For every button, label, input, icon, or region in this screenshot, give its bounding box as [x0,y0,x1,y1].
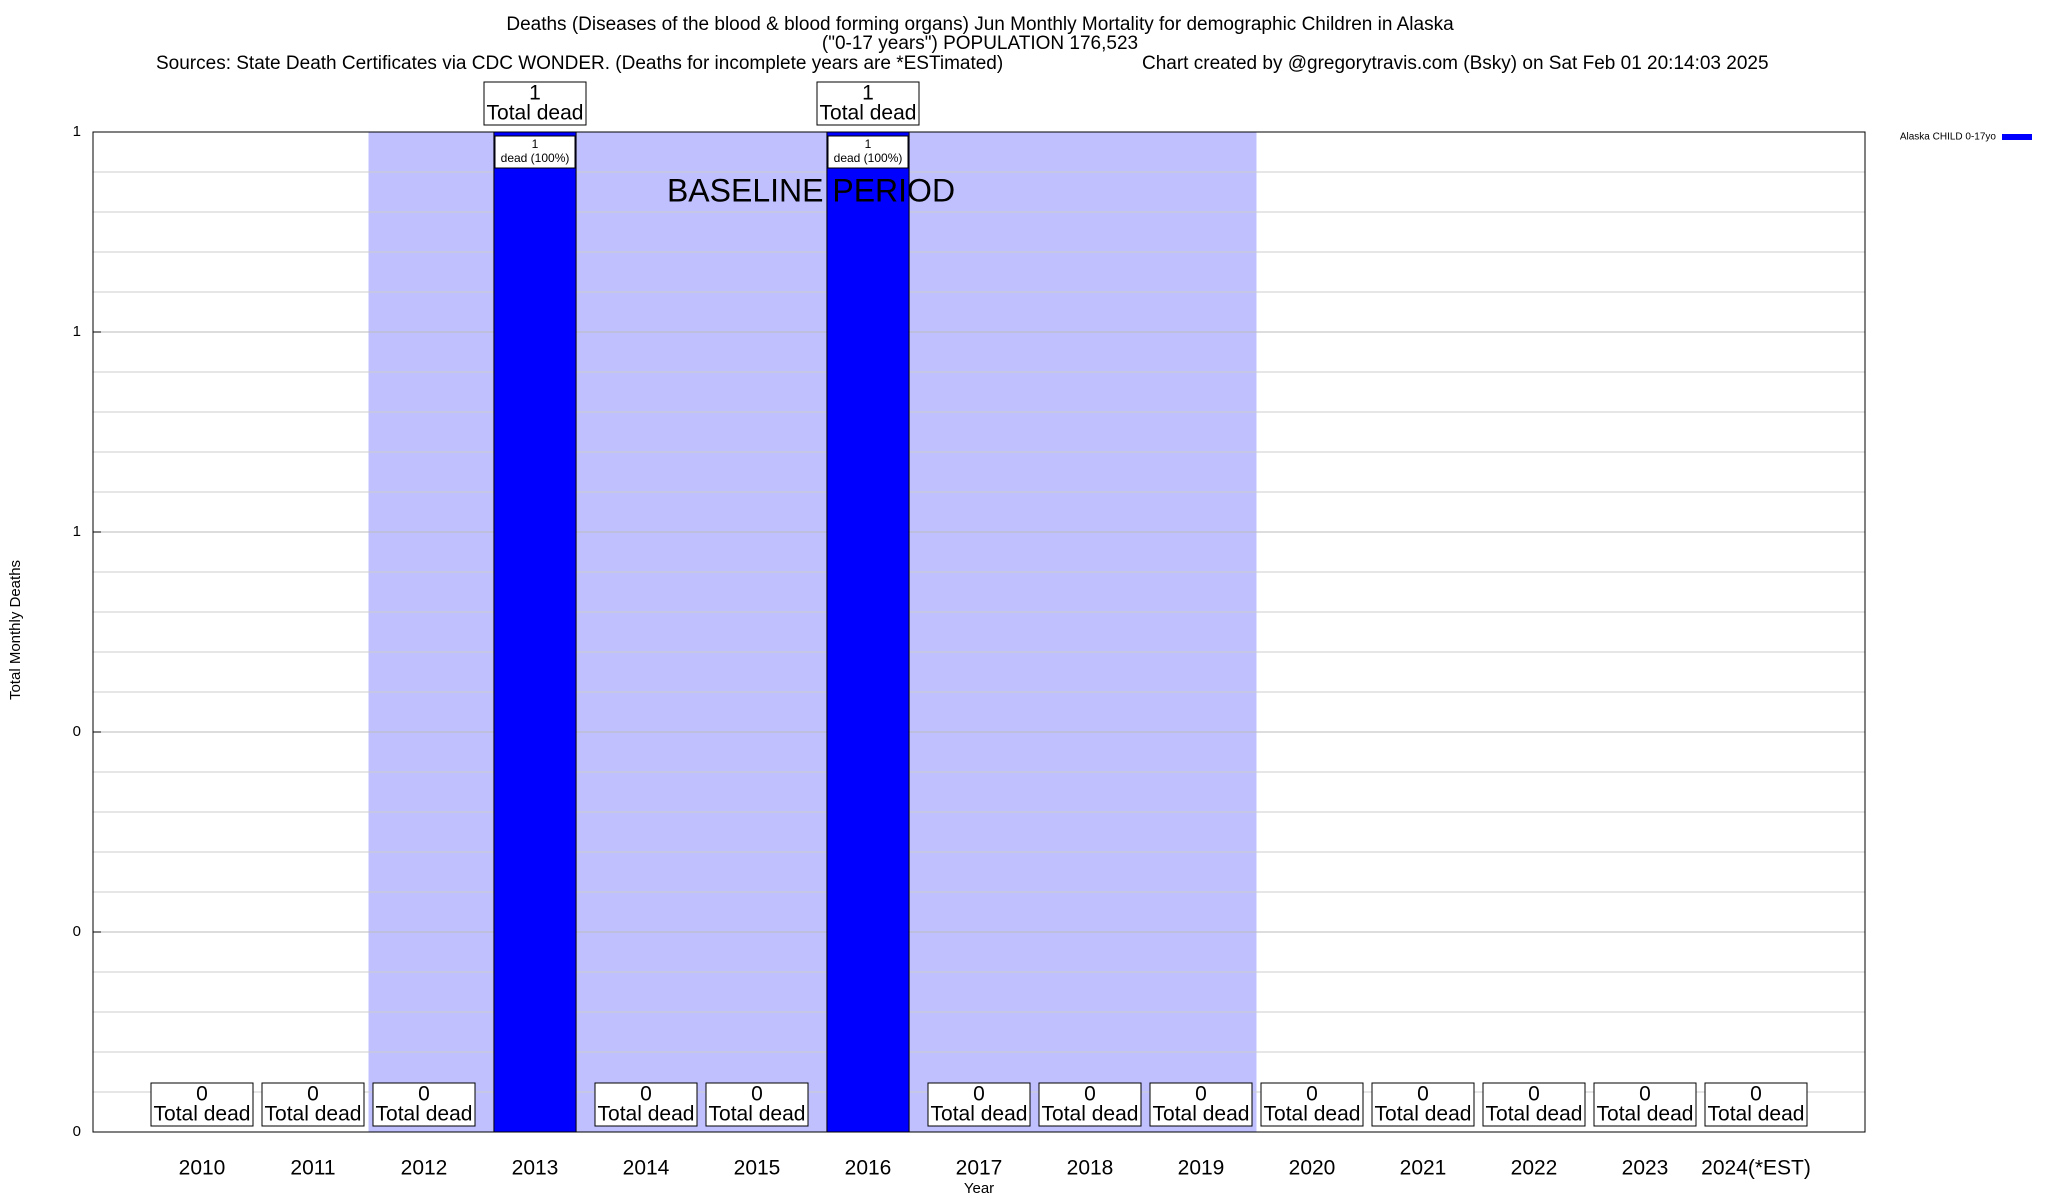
inner-label-text: dead (100%) [501,151,570,165]
y-tick-label: 1 [73,523,81,540]
value-label-box [1149,1082,1253,1127]
value-label: 0 [751,1083,763,1106]
x-tick-label: 2015 [734,1157,781,1180]
x-tick-label: 2021 [1400,1157,1447,1180]
value-label: 0 [1195,1083,1207,1106]
x-tick-label: 2017 [956,1157,1003,1180]
x-tick-label: 2020 [1289,1157,1336,1180]
value-label: 0 [1528,1083,1540,1106]
value-label-text: Total dead [598,1103,695,1126]
value-label-text: Total dead [1264,1103,1361,1126]
value-label-box [816,81,920,126]
inner-label-value: 1 [532,137,539,151]
value-label-text: Total dead [1708,1103,1805,1126]
value-label-text: Total dead [487,102,584,125]
value-label-box [483,81,587,126]
y-tick-label: 0 [73,1123,81,1140]
legend-swatch [2002,134,2032,140]
bar [493,131,577,1133]
value-label: 1 [862,82,874,105]
value-label-box [1482,1082,1586,1127]
value-label-text: Total dead [154,1103,251,1126]
x-tick-label: 2013 [512,1157,559,1180]
chart-title: Deaths (Diseases of the blood & blood fo… [506,14,1454,35]
x-tick-label: 2016 [845,1157,892,1180]
legend-label: Alaska CHILD 0-17yo [1900,132,1997,143]
source-note: Sources: State Death Certificates via CD… [156,53,1003,74]
y-axis-label: Total Monthly Deaths [7,560,24,700]
x-tick-label: 2019 [1178,1157,1225,1180]
value-label-text: Total dead [376,1103,473,1126]
value-label-box [1038,1082,1142,1127]
value-label-box [261,1082,365,1127]
value-label: 0 [1084,1083,1096,1106]
value-label-text: Total dead [1597,1103,1694,1126]
x-tick-label: 2024(*EST) [1701,1157,1811,1180]
inner-label-box [827,135,909,169]
x-axis-label: Year [964,1180,994,1197]
inner-label-box [494,135,576,169]
x-tick-label: 2022 [1511,1157,1558,1180]
y-tick-label: 1 [73,123,81,140]
value-label-box [150,1082,254,1127]
value-label-text: Total dead [931,1103,1028,1126]
chart-subtitle: ("0-17 years") POPULATION 176,523 [822,33,1138,54]
value-label: 0 [307,1083,319,1106]
inner-label-text: dead (100%) [834,151,903,165]
inner-label-value: 1 [865,137,872,151]
plot-frame [92,131,1866,1133]
x-tick-label: 2012 [401,1157,448,1180]
value-label-box [1593,1082,1697,1127]
value-label-text: Total dead [820,102,917,125]
value-label-text: Total dead [709,1103,806,1126]
y-tick-label: 1 [73,323,81,340]
value-label-box [1371,1082,1475,1127]
value-label-box [594,1082,698,1127]
value-label: 0 [1417,1083,1429,1106]
value-label: 0 [973,1083,985,1106]
value-label-text: Total dead [265,1103,362,1126]
value-label-text: Total dead [1486,1103,1583,1126]
value-label-box [705,1082,809,1127]
x-tick-label: 2018 [1067,1157,1114,1180]
value-label: 0 [1750,1083,1762,1106]
value-label-box [927,1082,1031,1127]
value-label-text: Total dead [1042,1103,1139,1126]
x-tick-label: 2014 [623,1157,670,1180]
x-tick-label: 2010 [179,1157,226,1180]
value-label-box [1260,1082,1364,1127]
bar [826,131,910,1133]
y-tick-label: 0 [73,923,81,940]
x-tick-label: 2011 [290,1157,335,1180]
credit-note: Chart created by @gregorytravis.com (Bsk… [1142,53,1769,74]
x-tick-label: 2023 [1622,1157,1669,1180]
value-label: 0 [196,1083,208,1106]
value-label: 0 [418,1083,430,1106]
y-tick-label: 0 [73,723,81,740]
value-label-box [372,1082,476,1127]
value-label: 1 [529,82,541,105]
value-label-box [1704,1082,1808,1127]
baseline-label: BASELINE PERIOD [667,172,955,208]
value-label: 0 [1639,1083,1651,1106]
value-label: 0 [640,1083,652,1106]
value-label: 0 [1306,1083,1318,1106]
value-label-text: Total dead [1375,1103,1472,1126]
value-label-text: Total dead [1153,1103,1250,1126]
